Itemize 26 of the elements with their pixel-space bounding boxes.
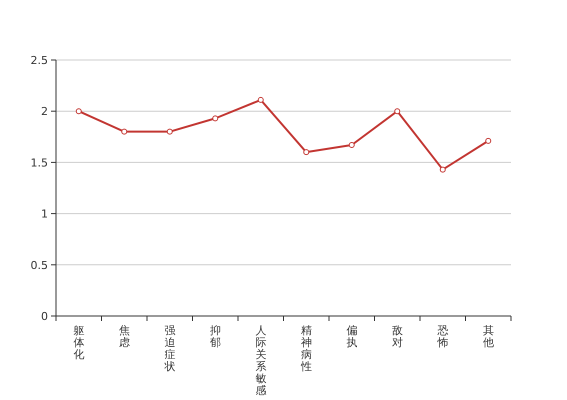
x-tick-label: 焦虑 bbox=[118, 324, 130, 349]
point bbox=[485, 138, 492, 144]
point bbox=[212, 115, 218, 122]
y-tick-label: 1.5 bbox=[30, 156, 48, 170]
x-tick-label: 恐怖 bbox=[436, 324, 448, 349]
y-tick-label: 2 bbox=[41, 105, 48, 118]
point bbox=[303, 149, 310, 156]
x-tick-label: 躯体化 bbox=[73, 324, 84, 361]
y-tick-label: 0 bbox=[41, 310, 48, 323]
x-tick-label: 人际关系敏感 bbox=[255, 324, 266, 397]
y-tick-label: 2.5 bbox=[30, 54, 48, 67]
point bbox=[348, 142, 355, 148]
x-tick-label: 抑郁 bbox=[210, 324, 221, 349]
x-tick-label: 强迫症状 bbox=[163, 324, 176, 373]
x-tick-label: 敌对 bbox=[392, 324, 403, 349]
point bbox=[394, 108, 400, 114]
x-tick-label: 偏执 bbox=[346, 324, 358, 349]
point bbox=[166, 128, 173, 135]
y-tick-label: 0.5 bbox=[30, 258, 48, 272]
point bbox=[440, 166, 446, 173]
point bbox=[121, 128, 128, 135]
x-tick-label: 其他 bbox=[482, 324, 494, 349]
point bbox=[76, 108, 82, 114]
x-tick-label: 精神病性 bbox=[300, 324, 312, 373]
y-tick-label: 1 bbox=[41, 208, 48, 221]
point bbox=[258, 96, 264, 103]
